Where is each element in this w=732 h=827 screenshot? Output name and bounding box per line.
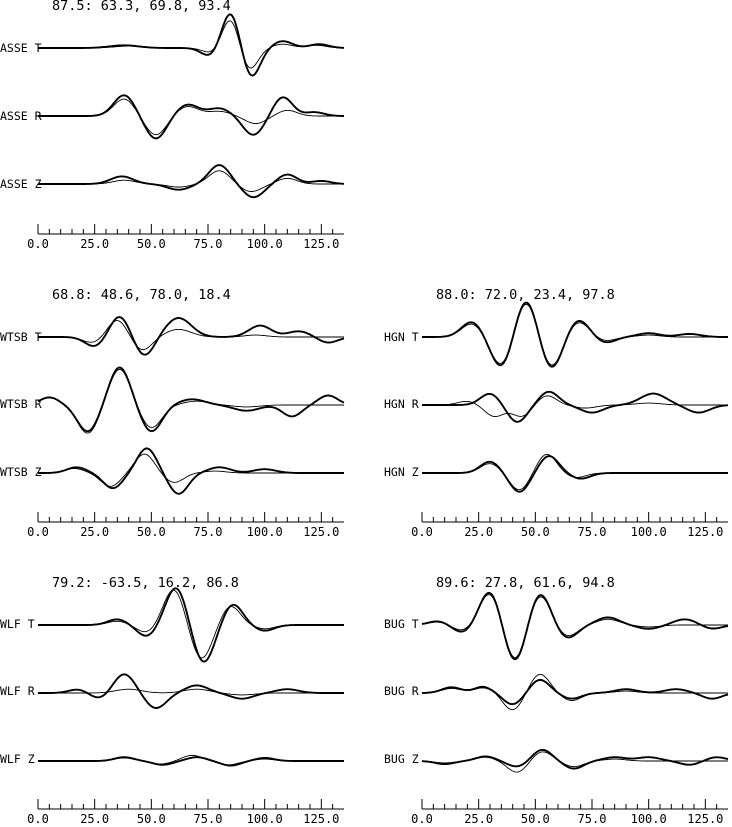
observed-trace-line xyxy=(422,455,728,493)
tick-label: 0.0 xyxy=(27,237,49,251)
panel-header: 79.2: -63.5, 16.2, 86.8 xyxy=(52,575,239,591)
station-panel-hgn: 88.0: 72.0, 23.4, 97.8 HGN T HGN R HGN Z… xyxy=(384,287,729,539)
panel-header: 88.0: 72.0, 23.4, 97.8 xyxy=(436,287,615,303)
station-panel-wtsb: 68.8: 48.6, 78.0, 18.4 WTSB T WTSB R WTS… xyxy=(0,287,345,539)
tick-label: 50.0 xyxy=(137,525,166,539)
trace-label: WTSB R xyxy=(0,397,42,411)
observed-trace-line xyxy=(38,673,344,709)
tick-label: 50.0 xyxy=(521,525,550,539)
trace-label: ASSE Z xyxy=(0,177,42,191)
station-panel-asse: 87.5: 63.3, 69.8, 93.4 ASSE T ASSE R ASS… xyxy=(0,0,345,251)
trace-label: HGN Z xyxy=(384,465,419,479)
tick-label: 50.0 xyxy=(137,237,166,251)
synthetic-trace-line xyxy=(421,594,728,658)
tick-label: 25.0 xyxy=(464,812,493,826)
panel-header: 89.6: 27.8, 61.6, 94.8 xyxy=(436,575,615,591)
tick-label: 100.0 xyxy=(247,237,283,251)
synthetic-trace-line xyxy=(422,303,728,366)
observed-trace-line xyxy=(421,591,729,661)
observed-trace-line xyxy=(422,678,729,706)
time-axis: 0.0 25.0 50.0 75.0 100.0 125.0 xyxy=(27,799,344,826)
tick-label: 100.0 xyxy=(247,812,283,826)
trace-label: WTSB Z xyxy=(0,465,42,479)
tick-label: 125.0 xyxy=(303,812,339,826)
observed-trace-line xyxy=(38,587,344,663)
station-panel-bug: 89.6: 27.8, 61.6, 94.8 BUG T BUG R BUG Z… xyxy=(384,575,729,826)
synthetic-trace-line xyxy=(38,20,345,69)
tick-label: 100.0 xyxy=(631,525,667,539)
tick-label: 100.0 xyxy=(631,812,667,826)
tick-label: 25.0 xyxy=(464,525,493,539)
panel-header: 68.8: 48.6, 78.0, 18.4 xyxy=(52,287,231,303)
time-axis: 0.0 25.0 50.0 75.0 100.0 125.0 xyxy=(27,512,344,539)
synthetic-trace-line xyxy=(37,368,344,434)
tick-label: 75.0 xyxy=(578,812,607,826)
trace-label: WTSB T xyxy=(0,330,42,344)
tick-label: 75.0 xyxy=(578,525,607,539)
trace-label: BUG Z xyxy=(384,752,419,766)
tick-label: 25.0 xyxy=(80,525,109,539)
trace-label: HGN T xyxy=(384,330,419,344)
tick-label: 0.0 xyxy=(411,812,433,826)
time-axis: 0.0 25.0 50.0 75.0 100.0 125.0 xyxy=(27,224,344,251)
trace-group xyxy=(38,587,344,767)
observed-trace-line xyxy=(38,164,344,199)
trace-group xyxy=(37,316,345,495)
tick-label: 75.0 xyxy=(194,812,223,826)
observed-trace-line xyxy=(422,748,729,770)
tick-label: 100.0 xyxy=(247,525,283,539)
observed-trace-line xyxy=(422,301,728,368)
trace-label: HGN R xyxy=(384,397,419,411)
trace-label: BUG R xyxy=(384,684,419,698)
trace-group xyxy=(38,13,345,199)
trace-label: WLF T xyxy=(0,617,35,631)
tick-label: 0.0 xyxy=(27,525,49,539)
time-axis: 0.0 25.0 50.0 75.0 100.0 125.0 xyxy=(411,799,728,826)
tick-label: 0.0 xyxy=(411,525,433,539)
trace-label: ASSE T xyxy=(0,41,42,55)
observed-trace-line xyxy=(37,366,345,433)
trace-group xyxy=(421,591,729,773)
observed-trace-line xyxy=(38,316,345,356)
observed-trace-line xyxy=(38,94,344,140)
observed-trace-line xyxy=(38,13,345,77)
synthetic-trace-line xyxy=(38,320,344,351)
tick-label: 125.0 xyxy=(687,812,723,826)
tick-label: 50.0 xyxy=(521,812,550,826)
trace-group xyxy=(422,301,729,493)
tick-label: 125.0 xyxy=(303,237,339,251)
time-axis: 0.0 25.0 50.0 75.0 100.0 125.0 xyxy=(411,512,728,539)
trace-label: BUG T xyxy=(384,617,419,631)
observed-trace-line xyxy=(38,447,344,495)
tick-label: 25.0 xyxy=(80,237,109,251)
panel-header: 87.5: 63.3, 69.8, 93.4 xyxy=(52,0,231,14)
synthetic-trace-line xyxy=(421,673,728,711)
observed-trace-line xyxy=(38,756,344,767)
trace-label: ASSE R xyxy=(0,109,42,123)
tick-label: 25.0 xyxy=(80,812,109,826)
observed-trace-line xyxy=(422,390,729,423)
synthetic-trace-line xyxy=(38,170,344,192)
tick-label: 125.0 xyxy=(687,525,723,539)
tick-label: 125.0 xyxy=(303,525,339,539)
tick-label: 0.0 xyxy=(27,812,49,826)
tick-label: 50.0 xyxy=(137,812,166,826)
tick-label: 75.0 xyxy=(194,525,223,539)
station-panel-wlf: 79.2: -63.5, 16.2, 86.8 WLF T WLF R WLF … xyxy=(0,575,344,826)
tick-label: 75.0 xyxy=(194,237,223,251)
trace-label: WLF Z xyxy=(0,752,35,766)
trace-label: WLF R xyxy=(0,684,35,698)
